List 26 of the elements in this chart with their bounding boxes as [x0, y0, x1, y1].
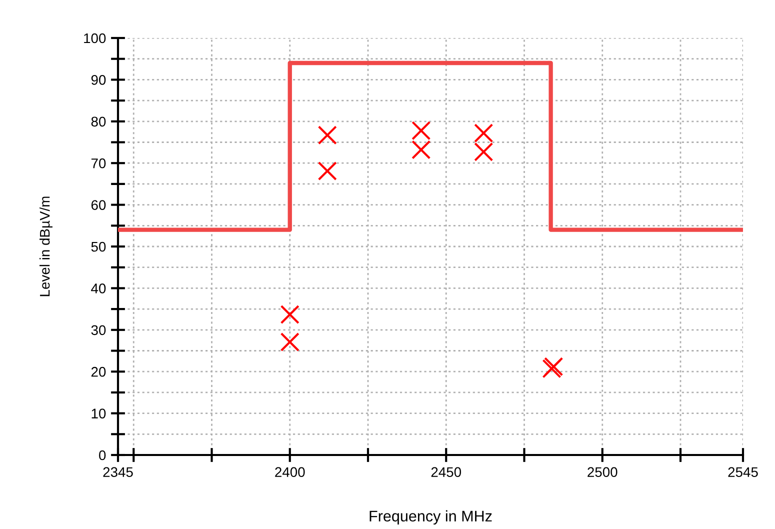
y-tick-label: 70	[91, 158, 106, 168]
x-tick-label: 2545	[728, 467, 758, 478]
y-tick-label: 20	[91, 366, 106, 377]
y-tick-label: 30	[91, 325, 106, 336]
y-tick-label: 10	[92, 408, 106, 418]
point	[474, 142, 494, 162]
y-tick-label: 0	[99, 450, 106, 460]
y-tick-label: 60	[91, 200, 106, 210]
point	[474, 124, 494, 143]
point	[412, 140, 431, 160]
y-tick-label: 100	[84, 33, 106, 44]
y-tick-label: 40	[91, 284, 106, 294]
point	[318, 126, 337, 145]
x-tick-label: 2450	[431, 467, 462, 478]
point	[412, 121, 431, 140]
point	[280, 304, 300, 324]
x-axis-title: Frequency in MHz	[370, 510, 492, 525]
point	[280, 332, 300, 352]
point	[318, 161, 337, 181]
y-tick-label: 90	[91, 75, 106, 85]
y-axis-title: Level in dBµV/m	[40, 196, 52, 296]
x-tick-label: 2500	[588, 467, 618, 478]
y-tick-label: 80	[91, 116, 106, 127]
y-tick-label: 50	[91, 242, 106, 252]
x-tick-label: 2400	[275, 467, 305, 478]
x-tick-label: 2345	[103, 467, 133, 478]
